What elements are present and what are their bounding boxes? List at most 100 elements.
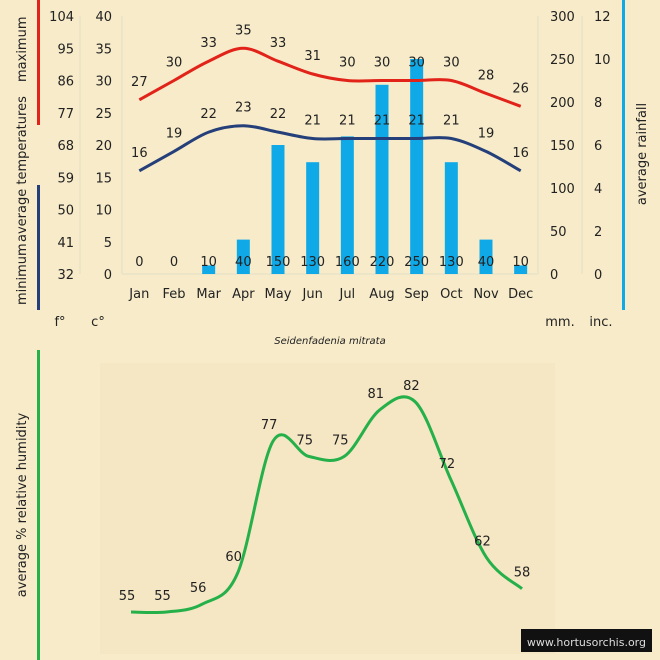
mm-tick-label: 150: [550, 139, 575, 154]
minimum-data-label: 21: [374, 114, 391, 129]
rainfall-data-label: 40: [235, 255, 252, 270]
unit-mm-label: mm.: [545, 315, 574, 330]
rainfall-data-label: 130: [439, 255, 464, 270]
rainfall-data-label: 130: [300, 255, 325, 270]
maximum-data-label: 30: [166, 56, 183, 71]
celsius-tick-label: 30: [95, 75, 112, 90]
fahrenheit-tick-label: 32: [57, 268, 74, 283]
rainfall-data-label: 220: [370, 255, 395, 270]
month-tick-label: Oct: [440, 287, 462, 302]
celsius-tick-label: 15: [95, 171, 112, 186]
month-tick-label: Sep: [404, 287, 429, 302]
species-caption: Seidenfadenia mitrata: [274, 336, 385, 347]
mm-tick-label: 200: [550, 96, 575, 111]
humidity-line: [130, 395, 523, 615]
fahrenheit-tick-label: 59: [57, 171, 74, 186]
minimum-data-label: 21: [339, 114, 356, 129]
rainfall-bar: [444, 162, 458, 274]
celsius-tick-label: 0: [104, 268, 112, 283]
rainfall-bar: [306, 162, 320, 274]
humidity-data-label: 58: [514, 566, 531, 581]
celsius-tick-label: 40: [95, 10, 112, 25]
unit-inc-label: inc.: [589, 315, 612, 330]
rainfall-data-label: 0: [135, 255, 143, 270]
rainfall-bar: [514, 265, 528, 274]
humidity-data-label: 81: [368, 387, 385, 402]
inches-tick-label: 10: [594, 53, 611, 68]
unit-c-label: c°: [91, 315, 105, 330]
rainfall-bar: [410, 59, 424, 274]
inches-tick-label: 0: [594, 268, 602, 283]
maximum-legend-bar: [37, 0, 40, 125]
month-tick-label: Jul: [338, 287, 355, 302]
humidity-data-label: 82: [403, 379, 420, 394]
maximum-data-label: 30: [374, 56, 391, 71]
maximum-data-label: 33: [270, 36, 287, 51]
maximum-data-label: 28: [478, 68, 495, 83]
rainfall-bar: [236, 239, 250, 274]
average-rainfall-axis-title: average rainfall: [635, 103, 650, 205]
humidity-data-label: 55: [119, 589, 136, 604]
minimum-data-label: 23: [235, 101, 252, 116]
humidity-data-label: 55: [154, 589, 171, 604]
celsius-tick-label: 10: [95, 204, 112, 219]
rainfall-bar: [271, 145, 285, 274]
month-tick-label: Jun: [302, 287, 323, 302]
minimum-legend-bar: [37, 185, 40, 310]
fahrenheit-tick-label: 104: [49, 10, 74, 25]
minimum-data-label: 16: [512, 146, 529, 161]
month-tick-label: Apr: [232, 287, 255, 302]
fahrenheit-tick-label: 86: [57, 75, 74, 90]
month-tick-label: Jan: [128, 287, 149, 302]
minimum-axis-title: minimum: [15, 243, 30, 305]
humidity-legend-bar: [37, 350, 40, 660]
month-tick-label: May: [265, 287, 292, 302]
humidity-data-label: 62: [474, 535, 491, 550]
humidity-data-label: 60: [225, 550, 242, 565]
watermark: www.hortusorchis.org: [520, 629, 652, 652]
inches-tick-label: 8: [594, 96, 602, 111]
celsius-tick-label: 35: [95, 42, 112, 57]
humidity-plot-area: [100, 363, 555, 654]
humidity-data-label: 77: [261, 418, 278, 433]
minimum-data-label: 22: [270, 107, 287, 122]
rainfall-bar: [340, 136, 354, 274]
rainfall-bar: [375, 84, 389, 274]
unit-f-label: f°: [54, 315, 65, 330]
minimum-data-label: 16: [131, 146, 148, 161]
mm-tick-label: 0: [550, 268, 558, 283]
minimum-data-label: 22: [200, 107, 217, 122]
rainfall-bar: [202, 265, 216, 274]
mm-tick-label: 100: [550, 182, 575, 197]
month-tick-label: Nov: [473, 287, 499, 302]
minimum-data-label: 21: [408, 114, 425, 129]
rainfall-data-label: 160: [335, 255, 360, 270]
minimum-temperature-line: [138, 124, 522, 173]
maximum-data-label: 30: [408, 56, 425, 71]
celsius-tick-label: 25: [95, 107, 112, 122]
rainfall-data-label: 40: [478, 255, 495, 270]
inches-tick-label: 4: [594, 182, 602, 197]
inches-tick-label: 12: [594, 10, 611, 25]
month-tick-label: Dec: [508, 287, 533, 302]
maximum-axis-title: maximum: [15, 16, 30, 82]
maximum-data-label: 33: [200, 36, 217, 51]
fahrenheit-tick-label: 41: [57, 236, 74, 251]
humidity-data-label: 72: [439, 457, 456, 472]
mm-tick-label: 50: [550, 225, 567, 240]
average-temperatures-axis-title: average temperatures: [15, 96, 30, 242]
rainfall-legend-bar: [622, 0, 625, 310]
month-tick-label: Mar: [196, 287, 221, 302]
fahrenheit-tick-label: 95: [57, 42, 74, 57]
celsius-tick-label: 5: [104, 236, 112, 251]
fahrenheit-tick-label: 77: [57, 107, 74, 122]
inches-tick-label: 2: [594, 225, 602, 240]
watermark-text: www.hortusorchis.org: [526, 636, 646, 649]
maximum-data-label: 26: [512, 81, 529, 96]
maximum-data-label: 35: [235, 23, 252, 38]
minimum-data-label: 21: [443, 114, 460, 129]
humidity-data-label: 75: [296, 433, 313, 448]
celsius-tick-label: 20: [95, 139, 112, 154]
minimum-data-label: 19: [166, 126, 183, 141]
